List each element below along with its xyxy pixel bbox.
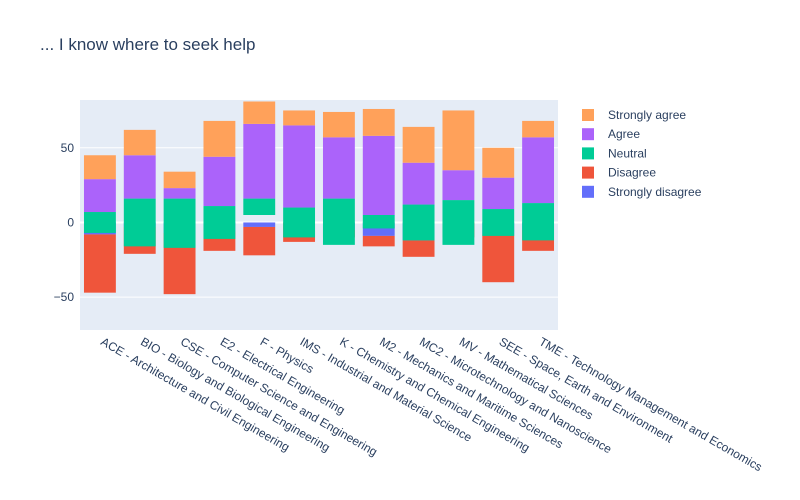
legend-item-agree[interactable]: Agree bbox=[582, 127, 640, 141]
bar-neutral[interactable] bbox=[482, 209, 515, 236]
bar-strongly-agree[interactable] bbox=[522, 120, 555, 138]
legend-item-disagree[interactable]: Disagree bbox=[582, 166, 656, 180]
y-tick-label: −50 bbox=[54, 290, 75, 304]
bar-strongly-agree[interactable] bbox=[283, 110, 316, 126]
legend-swatch bbox=[582, 109, 594, 121]
bar-disagree[interactable] bbox=[243, 226, 276, 256]
bar-neutral[interactable] bbox=[203, 206, 236, 239]
bar-strongly-agree[interactable] bbox=[402, 126, 435, 163]
bar-neutral[interactable] bbox=[83, 212, 116, 233]
bar-neutral[interactable] bbox=[243, 198, 276, 215]
legend-swatch bbox=[582, 185, 594, 198]
bar-disagree[interactable] bbox=[362, 235, 395, 247]
bar-strongly-agree[interactable] bbox=[83, 155, 116, 180]
bar-strongly-agree[interactable] bbox=[163, 171, 196, 189]
legend-label: Strongly disagree bbox=[608, 185, 702, 199]
bar-agree[interactable] bbox=[203, 156, 236, 207]
bar-agree[interactable] bbox=[123, 155, 156, 199]
bar-strongly-disagree[interactable] bbox=[243, 222, 276, 227]
x-axis-ticks: ACE - Architecture and Civil Engineering… bbox=[98, 334, 764, 474]
bar-strongly-agree[interactable] bbox=[442, 110, 475, 171]
bar-strongly-agree[interactable] bbox=[203, 120, 236, 157]
bar-disagree[interactable] bbox=[482, 234, 515, 283]
bar-agree[interactable] bbox=[522, 137, 555, 204]
bar-agree[interactable] bbox=[442, 170, 475, 201]
bar-neutral[interactable] bbox=[163, 198, 196, 248]
bar-strongly-agree[interactable] bbox=[322, 111, 355, 138]
y-tick-label: 0 bbox=[67, 215, 74, 229]
legend-swatch bbox=[582, 166, 594, 179]
legend-label: Agree bbox=[608, 127, 640, 141]
bar-neutral[interactable] bbox=[362, 215, 395, 229]
bar-agree[interactable] bbox=[402, 162, 435, 205]
bar-agree[interactable] bbox=[163, 188, 196, 199]
bar-neutral[interactable] bbox=[123, 198, 156, 247]
bar-agree[interactable] bbox=[243, 123, 276, 199]
bar-agree[interactable] bbox=[322, 137, 355, 199]
bar-strongly-agree[interactable] bbox=[362, 108, 395, 136]
chart-title: ... I know where to seek help bbox=[40, 35, 255, 54]
legend-item-strongly-agree[interactable]: Strongly agree bbox=[582, 108, 686, 122]
bars bbox=[83, 101, 555, 295]
bar-disagree[interactable] bbox=[402, 240, 435, 257]
bar-neutral[interactable] bbox=[322, 198, 355, 245]
bar-agree[interactable] bbox=[283, 125, 316, 208]
legend[interactable]: Strongly agree Agree Neutral Disagree Strong… bbox=[582, 108, 702, 199]
y-tick-label: 50 bbox=[61, 141, 75, 155]
bar-neutral[interactable] bbox=[522, 203, 555, 241]
bar-neutral[interactable] bbox=[442, 200, 475, 245]
legend-swatch bbox=[582, 147, 594, 160]
legend-item-neutral[interactable]: Neutral bbox=[582, 146, 647, 160]
bar-strongly-agree[interactable] bbox=[123, 129, 156, 156]
bar-neutral[interactable] bbox=[283, 207, 316, 238]
bar-agree[interactable] bbox=[362, 135, 395, 215]
bar-strongly-agree[interactable] bbox=[482, 147, 515, 178]
legend-item-strongly-disagree[interactable]: Strongly disagree bbox=[582, 185, 702, 199]
plot-area bbox=[80, 100, 558, 330]
y-axis-ticks: −50 0 50 bbox=[54, 141, 75, 304]
bar-neutral[interactable] bbox=[402, 204, 435, 241]
bar-agree[interactable] bbox=[482, 177, 515, 210]
legend-swatch bbox=[582, 128, 594, 141]
legend-label: Disagree bbox=[608, 166, 656, 180]
bar-agree[interactable] bbox=[83, 179, 116, 213]
bar-disagree[interactable] bbox=[83, 234, 116, 293]
bar-strongly-agree[interactable] bbox=[243, 101, 276, 124]
grid-lines bbox=[80, 147, 558, 298]
legend-label: Neutral bbox=[608, 146, 647, 160]
legend-label: Strongly agree bbox=[608, 108, 686, 122]
